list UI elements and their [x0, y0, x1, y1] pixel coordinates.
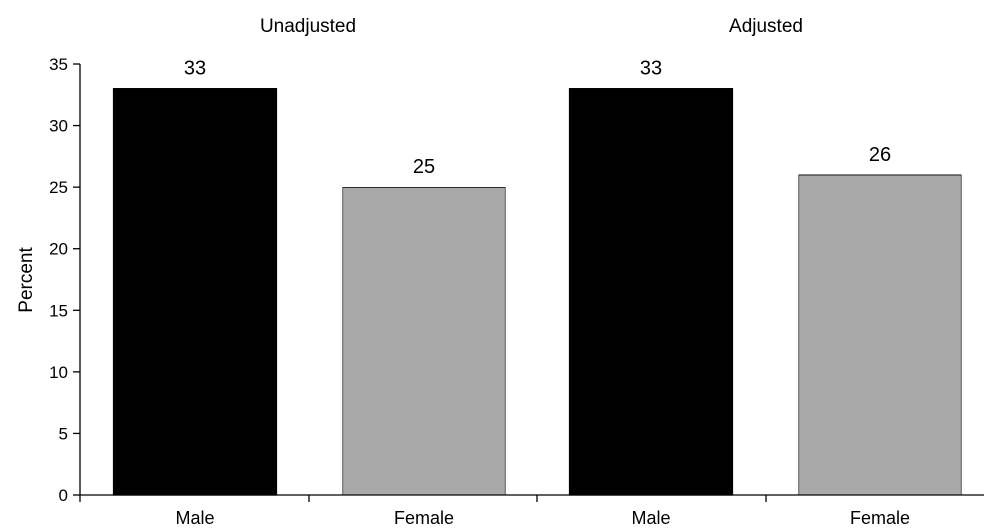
category-label: Female — [394, 508, 454, 528]
group-title: Adjusted — [729, 16, 803, 37]
y-tick-label: 30 — [49, 117, 68, 136]
x-ticks — [79, 495, 767, 502]
value-labels: 33 25 33 26 — [184, 58, 891, 179]
bar-female — [797, 174, 963, 496]
y-tick-label: 0 — [59, 486, 68, 505]
bar-male — [568, 88, 734, 496]
value-label: 25 — [413, 156, 435, 178]
plot-area: 0 5 10 15 20 25 30 35 33 25 33 26 Male Female Male Fe… — [49, 16, 984, 528]
bar-female — [341, 186, 507, 496]
value-label: 33 — [640, 58, 662, 80]
y-tick-label: 35 — [49, 55, 68, 74]
group-titles: Unadjusted Adjusted — [260, 16, 803, 37]
category-label: Male — [175, 508, 214, 528]
category-label: Male — [631, 508, 670, 528]
bars — [112, 88, 963, 496]
y-ticks: 0 5 10 15 20 25 30 35 — [49, 55, 80, 505]
y-tick-label: 25 — [49, 178, 68, 197]
y-tick-label: 5 — [59, 424, 68, 443]
y-tick-label: 10 — [49, 363, 68, 382]
value-label: 26 — [869, 144, 891, 166]
value-label: 33 — [184, 58, 206, 80]
y-tick-label: 15 — [49, 301, 68, 320]
y-tick-label: 20 — [49, 240, 68, 259]
y-axis-label: Percent — [16, 247, 37, 313]
bar-male — [112, 88, 278, 496]
category-label: Female — [850, 508, 910, 528]
group-title: Unadjusted — [260, 16, 356, 37]
category-labels: Male Female Male Female — [175, 508, 910, 528]
